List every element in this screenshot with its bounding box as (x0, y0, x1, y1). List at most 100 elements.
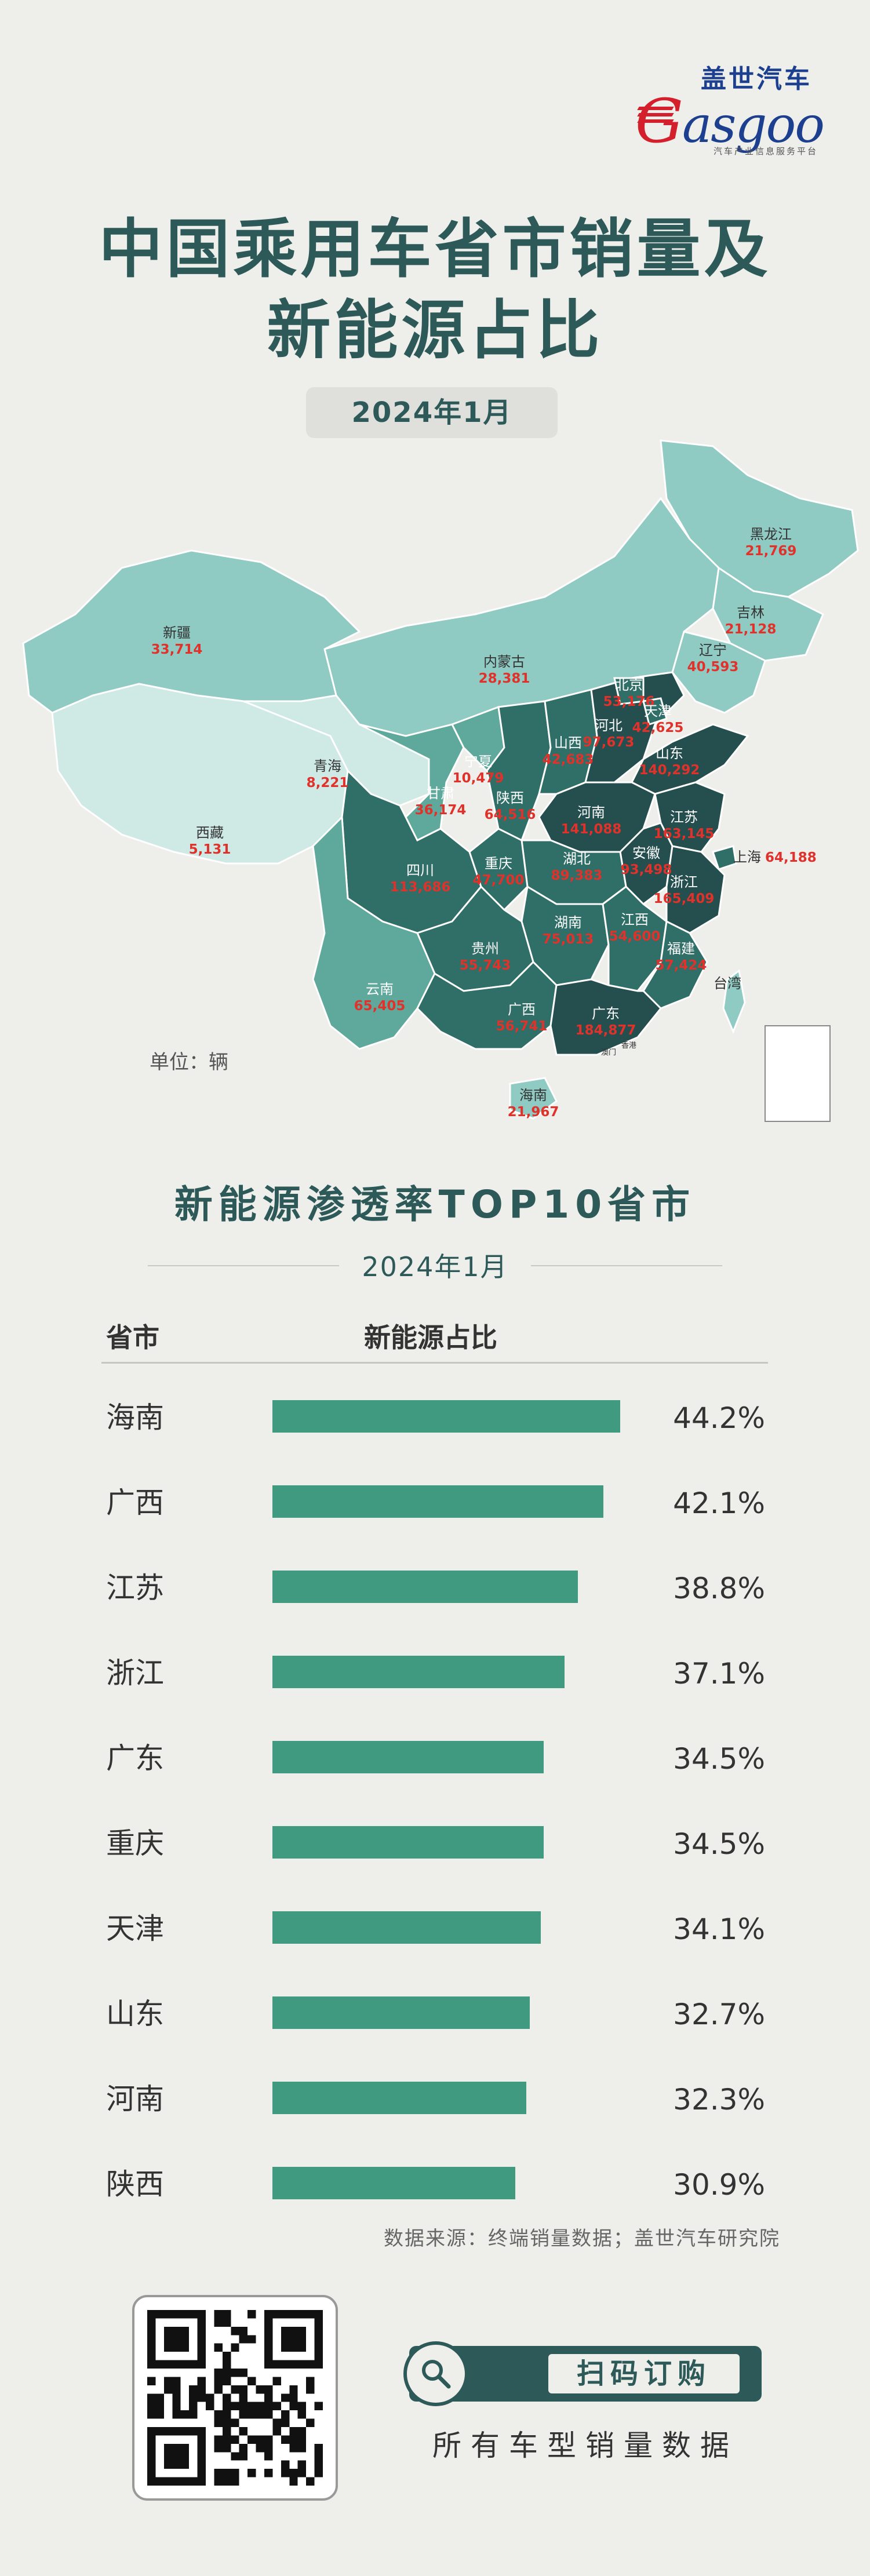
map-label-value-22: 165,409 (654, 891, 715, 906)
map-label-value-21: 93,498 (621, 862, 672, 877)
map-label-name-22: 浙江 (670, 874, 698, 890)
map-label-name-24: 江西 (621, 912, 649, 928)
bar-row: 浙江 37.1% (0, 1634, 870, 1703)
region-fujian (642, 920, 708, 1010)
map-label-value-30: 21,967 (508, 1105, 559, 1120)
map-label-name-27: 云南 (366, 981, 394, 997)
map-label-name-29: 广东 (592, 1005, 620, 1022)
bar-value-label: 37.1% (673, 1657, 765, 1690)
map-label-value-11: 8,221 (307, 775, 349, 790)
map-label-value-27: 65,405 (354, 999, 406, 1014)
gasgoo-logo: 盖世汽车 Gasgoo 汽车产业信息服务平台 (627, 58, 835, 156)
map-label-value-20: 89,383 (551, 868, 603, 883)
map-label-name-23: 湖南 (554, 914, 582, 931)
map-label-value-14: 141,088 (561, 822, 622, 837)
bar (272, 2082, 526, 2114)
bar-row: 山东 32.7% (0, 1974, 870, 2044)
bar (272, 1485, 603, 1518)
bar-value-label: 38.8% (673, 1572, 765, 1605)
map-label-value-5: 53,176 (603, 694, 655, 709)
region-tianjin (642, 697, 668, 726)
region-xinjiang (22, 549, 361, 714)
bar-category-label: 江苏 (106, 1571, 164, 1605)
map-label-value-8: 42,683 (543, 752, 594, 767)
map-label-value-4: 28,381 (479, 671, 530, 686)
map-label-name-31: 台湾 (714, 975, 741, 992)
page-title: 中国乘用车省市销量及 新能源占比 (99, 212, 771, 367)
scan-order-button[interactable]: 扫码订购 (403, 2341, 762, 2406)
bar-category-label: 河南 (106, 2082, 164, 2116)
map-label-name-21: 安徽 (632, 845, 660, 861)
bar (272, 1996, 530, 2029)
map-label-name-8: 山西 (554, 735, 582, 751)
map-label-name-26: 福建 (667, 941, 695, 957)
map-label-value-18: 113,686 (390, 880, 451, 895)
bar-value-label: 44.2% (673, 1401, 765, 1435)
bar-row: 广西 42.1% (0, 1463, 870, 1533)
bar-value-label: 32.7% (673, 1998, 765, 2031)
cta-subtitle: 所有车型销量数据 (432, 2429, 738, 2462)
china-map: 黑龙江 21,769 吉林 21,128 辽宁 40,593 新疆 33,714 内蒙古 28,3… (0, 423, 870, 1153)
map-label-name-16: 上海 (733, 849, 761, 865)
bar-value-label: 42.1% (673, 1486, 765, 1520)
bar-category-label: 陕西 (106, 2167, 164, 2201)
bar-category-label: 山东 (106, 1997, 164, 2031)
map-label-name-33: 澳门 (601, 1048, 616, 1057)
map-label-name-13: 陕西 (496, 790, 524, 806)
region-shanghai (712, 845, 737, 870)
map-label-name-12: 甘肃 (427, 785, 454, 801)
divider-left (148, 1265, 339, 1266)
map-label-name-9: 山东 (656, 745, 683, 761)
bar-row: 江苏 38.8% (0, 1548, 870, 1618)
map-label-value-23: 75,013 (543, 932, 594, 947)
bar-value-label: 34.1% (673, 1912, 765, 1946)
map-label-name-17: 西藏 (196, 825, 224, 841)
bar (272, 1826, 544, 1859)
map-unit: 单位：辆 (150, 1051, 228, 1074)
map-label-value-13: 64,516 (485, 807, 536, 822)
bar (272, 1911, 541, 1944)
bar-value-label: 30.9% (673, 2168, 765, 2202)
map-label-value-16: 64,188 (765, 850, 817, 865)
map-label-name-18: 四川 (406, 862, 434, 879)
map-label-name-2: 辽宁 (699, 642, 727, 658)
bar-category-label: 广西 (106, 1486, 164, 1520)
map-label-name-10: 宁夏 (464, 753, 492, 770)
bar (272, 1400, 620, 1433)
bar-row: 河南 32.3% (0, 2060, 870, 2129)
map-label-value-1: 21,128 (725, 622, 777, 637)
map-label-value-15: 163,145 (654, 826, 715, 841)
map-label-name-25: 贵州 (471, 941, 499, 957)
region-jilin (712, 566, 824, 662)
map-label-value-25: 55,743 (460, 958, 511, 973)
map-label-name-14: 河南 (577, 804, 605, 821)
bar (272, 1656, 565, 1688)
logo-en-text: Gasgoo (635, 86, 825, 156)
map-label-name-4: 内蒙古 (483, 654, 525, 670)
bar-row: 陕西 30.9% (0, 2145, 870, 2214)
bar-category-label: 浙江 (106, 1656, 164, 1690)
map-label-value-26: 57,424 (656, 958, 707, 973)
date-badge: 2024年1月 (306, 387, 558, 438)
map-label-value-17: 5,131 (189, 842, 231, 857)
map-label-value-0: 21,769 (745, 544, 797, 559)
map-label-name-7: 河北 (595, 717, 623, 734)
bar-value-label: 34.5% (673, 1827, 765, 1861)
region-liaoning (671, 631, 766, 714)
region-zhejiang (665, 845, 726, 934)
map-label-value-29: 184,877 (576, 1023, 636, 1038)
qr-code[interactable] (132, 2295, 338, 2501)
map-label-value-9: 140,292 (639, 763, 700, 778)
bar (272, 1741, 544, 1773)
logo-cn-text: 盖世汽车 (701, 64, 812, 94)
bar-category-label: 广东 (106, 1741, 164, 1775)
map-label-value-3: 33,714 (151, 642, 203, 657)
map-label-name-6: 天津 (644, 703, 672, 719)
map-label-name-20: 湖北 (563, 851, 591, 867)
region-guangdong (549, 978, 662, 1056)
column-header-province: 省市 (106, 1322, 159, 1353)
map-label-name-32: 香港 (621, 1041, 636, 1050)
map-label-name-1: 吉林 (737, 604, 765, 621)
region-hainan (509, 1077, 558, 1120)
scan-order-label: 扫码订购 (548, 2354, 740, 2393)
